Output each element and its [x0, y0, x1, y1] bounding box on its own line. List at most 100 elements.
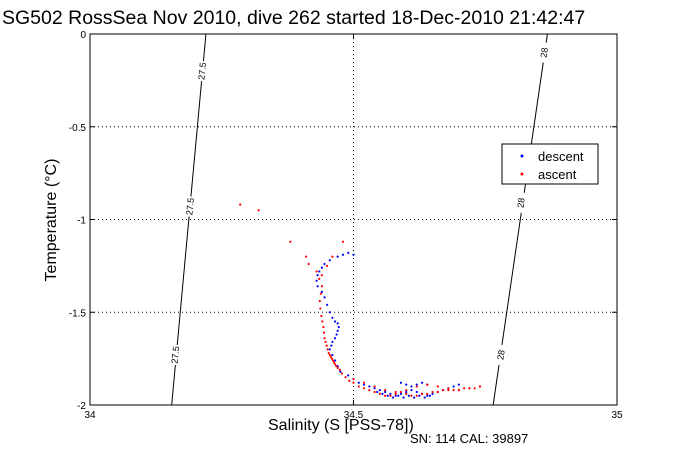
- ascent-point: [352, 377, 355, 381]
- descent-point: [373, 387, 376, 390]
- descent-point: [320, 266, 323, 269]
- ascent-point: [318, 300, 321, 303]
- descent-point: [336, 322, 339, 325]
- legend-label-descent: descent: [538, 149, 584, 164]
- ascent-point: [405, 389, 408, 392]
- x-tick-label: 34: [84, 410, 96, 421]
- descent-point: [352, 253, 355, 256]
- descent-point: [394, 394, 397, 397]
- chart-title: SG502 RossSea Nov 2010, dive 262 started…: [2, 7, 586, 29]
- ascent-point: [394, 392, 397, 395]
- contour-label-background: [197, 61, 208, 82]
- ascent-point: [322, 325, 325, 329]
- descent-point: [381, 392, 384, 395]
- ascent-point: [473, 387, 476, 390]
- ascent-point: [324, 340, 327, 344]
- descent-point: [413, 396, 416, 399]
- ascent-point: [332, 361, 336, 364]
- density-contour-line: [171, 33, 207, 406]
- y-tick-label: -0.5: [69, 123, 87, 134]
- density-contour-line: [492, 33, 548, 406]
- descent-point: [386, 394, 389, 397]
- ascent-point: [239, 203, 242, 206]
- ascent-point: [436, 390, 439, 394]
- ascent-point: [304, 255, 308, 258]
- ascent-point: [426, 383, 429, 386]
- descent-point: [339, 370, 342, 373]
- contour-label: 27.5: [184, 197, 196, 215]
- ascent-point: [399, 390, 403, 394]
- descent-point: [315, 279, 318, 282]
- ascent-point: [336, 366, 339, 369]
- descent-point: [333, 320, 337, 323]
- descent-point: [457, 383, 460, 386]
- descent-point: [333, 359, 337, 362]
- descent-point: [335, 333, 338, 336]
- ascent-point: [384, 394, 387, 397]
- contour-label: 28: [495, 349, 506, 360]
- descent-point: [415, 383, 418, 386]
- descent-point: [410, 385, 413, 388]
- ascent-point: [447, 387, 450, 390]
- ascent-point: [415, 385, 418, 388]
- ascent-point: [344, 376, 347, 379]
- descent-point: [336, 329, 339, 332]
- descent-point: [331, 316, 334, 319]
- descent-point: [418, 394, 421, 397]
- x-axis-label-text: Salinity (S [PSS-78]): [268, 417, 414, 434]
- descent-point: [378, 389, 381, 392]
- ascent-point: [362, 387, 366, 390]
- descent-point: [318, 270, 321, 273]
- ascent-point: [307, 262, 310, 266]
- ascent-point: [368, 389, 371, 392]
- ascent-point: [328, 353, 331, 357]
- contour-label: 27.5: [196, 62, 208, 80]
- ascent-point: [330, 357, 333, 360]
- ascent-point: [335, 364, 338, 368]
- ascent-point: [348, 379, 351, 382]
- ascent-point: [320, 314, 323, 318]
- descent-point: [357, 381, 360, 384]
- descent-point: [368, 385, 371, 388]
- descent-point: [420, 381, 424, 384]
- ascent-point: [338, 368, 341, 371]
- y-axis-label-text: Temperature (°C): [43, 158, 60, 282]
- ascent-point: [431, 390, 434, 394]
- x-tick-label: 35: [611, 410, 623, 421]
- ascent-point: [331, 359, 335, 362]
- contour-label: 28: [539, 47, 550, 58]
- descent-point: [328, 259, 331, 262]
- ascent-point: [384, 389, 387, 392]
- ascent-point: [321, 320, 324, 323]
- contour-label: 28: [515, 197, 526, 208]
- descent-point: [326, 303, 329, 306]
- ascent-point: [320, 285, 323, 288]
- descent-point: [333, 337, 337, 340]
- ascent-point: [405, 392, 408, 395]
- ascent-point: [315, 270, 318, 273]
- descent-point: [362, 383, 366, 386]
- descent-point: [323, 296, 326, 299]
- ascent-point: [378, 392, 381, 395]
- ascent-point: [373, 385, 376, 388]
- ascent-point: [394, 390, 397, 394]
- ascent-point: [340, 372, 344, 375]
- ascent-point: [415, 394, 418, 397]
- descent-point: [397, 394, 400, 397]
- legend-marker-descent: [520, 154, 524, 158]
- ascent-point: [322, 331, 326, 334]
- ascent-point: [410, 394, 413, 397]
- descent-point: [391, 396, 395, 399]
- descent-point: [399, 381, 403, 384]
- descent-point: [428, 394, 432, 397]
- descent-point: [402, 396, 405, 399]
- ascent-point: [478, 385, 482, 388]
- ascent-point: [420, 392, 424, 395]
- ascent-point: [327, 351, 330, 355]
- descent-point: [320, 290, 323, 293]
- ascent-point: [318, 277, 321, 280]
- ascent-point: [362, 381, 366, 384]
- descent-point: [336, 255, 339, 258]
- descent-point: [341, 253, 345, 256]
